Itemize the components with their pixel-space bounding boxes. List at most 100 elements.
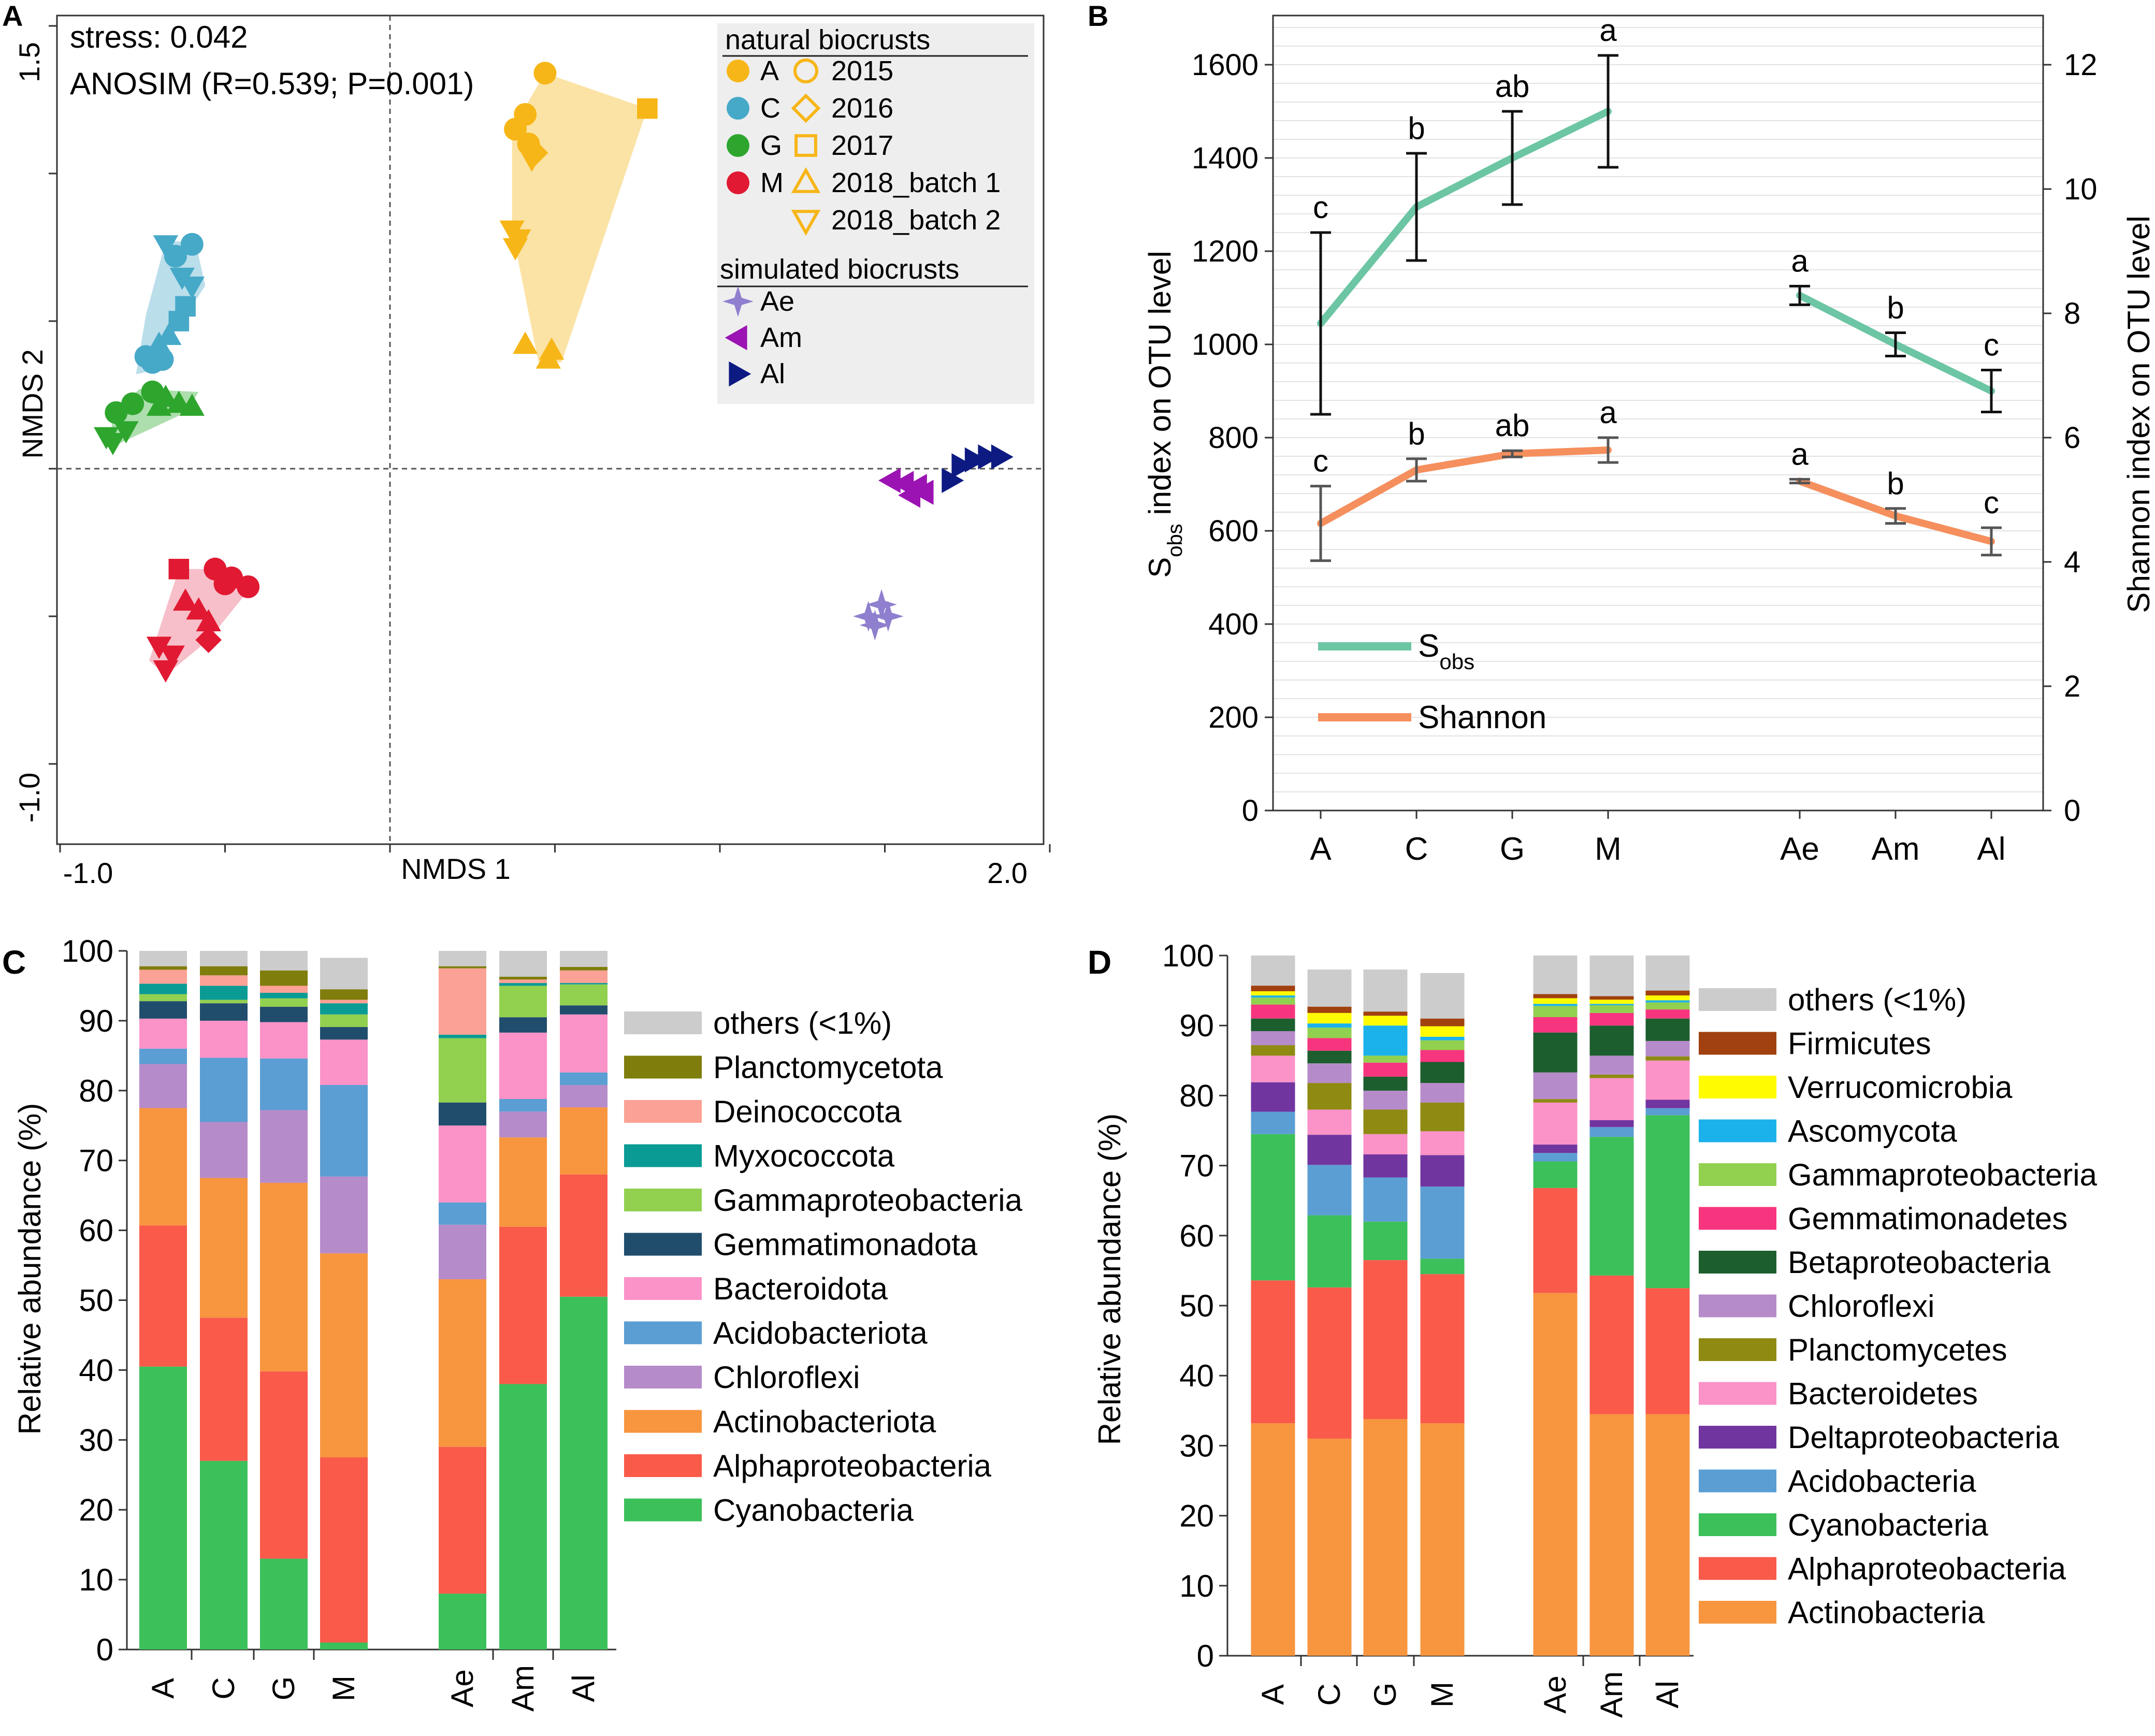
bar-M-Gemmatimonadota xyxy=(320,1027,368,1040)
bar-M-Myxococcota xyxy=(320,1003,368,1015)
legend-year-1: 2016 xyxy=(831,93,893,124)
bar-Am-others (<1%) xyxy=(1589,956,1634,996)
bar-Am-Gammaproteobacteria xyxy=(1589,1005,1634,1013)
bar-C-Alphaproteobacteria xyxy=(1307,1287,1352,1439)
bar-A-Deinococcota xyxy=(139,970,187,984)
bar-C-Acidobacteriota xyxy=(200,1058,248,1122)
bar-G-Gammaproteobacteria xyxy=(1363,1055,1408,1063)
bar-Ae-others (<1%) xyxy=(439,951,486,966)
legend-year-2: 2017 xyxy=(831,130,893,161)
legend-sim-Ae: Ae xyxy=(760,286,794,317)
bar-Al-Myxococcota xyxy=(560,983,608,985)
xlabel-G: G xyxy=(266,1676,301,1701)
diversity-axes: 0 200 400 600 800 1000 1200 1400 1600 0 2 4 6 8 10 12 A C… xyxy=(1192,48,2098,867)
bar-Al-Acidobacteriota xyxy=(560,1072,608,1086)
legend-label-1: Firmicutes xyxy=(1788,1026,1931,1061)
legend-d: others (<1%) Firmicutes Verrucomicrobia Asc… xyxy=(1699,982,2098,1630)
legend-sim-marker-Al xyxy=(729,361,751,387)
bar-Ae-Cyanobacteria xyxy=(1533,1161,1578,1188)
nmds-ylabel: NMDS 2 xyxy=(16,349,49,459)
legend-swatch-1 xyxy=(1699,1032,1776,1055)
legend-label-3: Myxococcota xyxy=(713,1139,895,1174)
sig-letter-Shannon-4: a xyxy=(1791,437,1809,471)
ylabel-left-sub: obs xyxy=(1164,524,1187,557)
bar-Al-Chloroflexi xyxy=(560,1085,608,1108)
bar-Ae-Chloroflexi xyxy=(1533,1072,1578,1100)
bar-M-others (<1%) xyxy=(1420,973,1465,1019)
ytick-label-0: 0 xyxy=(1197,1639,1214,1673)
cat-label-M: M xyxy=(1595,831,1622,867)
stress-annotation: stress: 0.042 xyxy=(70,20,248,54)
nmds-legend-box xyxy=(717,23,1034,404)
legend-natural-title: natural biocrusts xyxy=(725,24,930,55)
bar-C-Cyanobacteria xyxy=(200,1460,248,1650)
ytick-label-10: 100 xyxy=(1162,938,1214,973)
cat-label-Am: Am xyxy=(1872,831,1920,867)
point-G-5 xyxy=(105,401,128,424)
bar-G-Actinobacteria xyxy=(1363,1419,1408,1656)
bar-Ae-Gemmatimonadota xyxy=(439,1102,486,1126)
legend-swatch-13 xyxy=(1699,1557,1776,1580)
point-G-3 xyxy=(179,394,205,416)
legend-label-2: Deinococcota xyxy=(713,1094,902,1129)
bar-Am-Gemmatimonadota xyxy=(499,1017,547,1033)
legend-year-marker-4 xyxy=(791,210,821,236)
bar-A-Verrucomicrobia xyxy=(1251,991,1295,996)
point-A-5 xyxy=(519,149,545,172)
bar-M-Actinobacteria xyxy=(1420,1423,1465,1656)
diversity-line-chart: 0 200 400 600 800 1000 1200 1400 1600 0 2 4 6 8 10 12 A C… xyxy=(1142,13,2155,867)
ylabel-left-rest: index on OTU level xyxy=(1142,251,1177,524)
bar-Am-Actinobacteria xyxy=(1589,1414,1634,1656)
legend-swatch-10 xyxy=(624,1454,702,1477)
bar-Al-Gemmatimonadetes xyxy=(1645,1009,1690,1019)
left-tick-label-4: 800 xyxy=(1208,421,1259,455)
legend-swatch-3 xyxy=(624,1144,702,1167)
bar-M-Acidobacteria xyxy=(1420,1187,1465,1259)
legend-year-0: 2015 xyxy=(831,55,893,86)
bar-Ae-Planctomycetota xyxy=(439,966,486,968)
legend-label-14: Actinobacteria xyxy=(1788,1595,1985,1630)
bar-C-Gemmatimonadetes xyxy=(1307,1038,1352,1051)
bar-M-Verrucomicrobia xyxy=(1420,1026,1465,1037)
bar-G-Deinococcota xyxy=(260,986,308,993)
bar-A-Actinobacteria xyxy=(1251,1423,1295,1656)
bar-Al-Alphaproteobacteria xyxy=(1645,1288,1690,1414)
bar-M-Planctomycetota xyxy=(320,989,368,1000)
bar-G-Cyanobacteria xyxy=(1363,1221,1408,1261)
bar-Ae-Acidobacteria xyxy=(1533,1153,1578,1162)
point-G-9 xyxy=(146,394,172,416)
bar-G-Chloroflexi xyxy=(260,1110,308,1183)
hull-A xyxy=(512,73,647,363)
ylabel-left-main: S xyxy=(1142,557,1177,578)
legend-swatch-9 xyxy=(1699,1382,1776,1405)
bar-G-Myxococcota xyxy=(260,992,308,999)
bar-A-Ascomycota xyxy=(1251,995,1295,998)
point-A-12 xyxy=(536,346,561,369)
point-Al-2 xyxy=(964,447,987,473)
legend-label-8: Chloroflexi xyxy=(713,1360,860,1395)
bar-Ae-Alphaproteobacteria xyxy=(439,1446,486,1594)
bar-Am-Bacteroidetes xyxy=(1589,1078,1634,1120)
right-tick-label-6: 12 xyxy=(2064,48,2098,82)
bar-G-Bacteroidetes xyxy=(1363,1134,1408,1154)
bar-Al-others (<1%) xyxy=(560,951,608,967)
bar-A-Cyanobacteria xyxy=(139,1366,187,1650)
legend-site-M: M xyxy=(760,167,784,198)
bar-Al-Betaproteobacteria xyxy=(1645,1018,1690,1041)
xlabel-Ae: Ae xyxy=(1538,1675,1572,1713)
bar-Ae-Bacteroidota xyxy=(439,1125,486,1203)
legend-swatch-2 xyxy=(1699,1076,1776,1098)
bar-A-Planctomycetes xyxy=(1251,1045,1295,1056)
d-ylabel: Relative abundance (%) xyxy=(1092,1113,1127,1445)
legend-sobs-main: S xyxy=(1418,628,1439,664)
legend-label-11: Cyanobacteria xyxy=(713,1493,914,1528)
bar-A-Cyanobacteria xyxy=(1251,1134,1295,1281)
sig-letter-Sobs-4: a xyxy=(1791,244,1809,279)
legend-label-0: others (<1%) xyxy=(1788,982,1966,1017)
bar-G-Firmicutes xyxy=(1363,1011,1408,1016)
bar-Al-Planctomycetes xyxy=(1645,1056,1690,1061)
legend-swatch-2 xyxy=(624,1100,702,1123)
bar-A-Betaproteobacteria xyxy=(1251,1018,1295,1032)
